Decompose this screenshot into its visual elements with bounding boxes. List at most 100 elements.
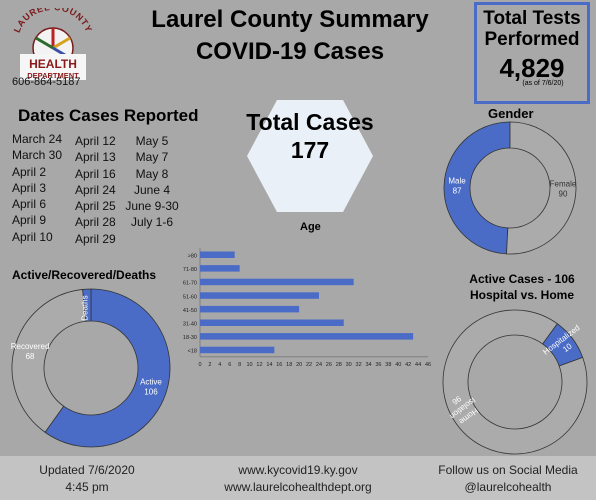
- age-category-label: >80: [188, 254, 197, 260]
- phone-number: 606-864-5187: [12, 76, 81, 88]
- age-tick-label: 40: [395, 362, 401, 368]
- active-title: Active Cases - 106 Hospital vs. Home: [448, 271, 596, 303]
- title-line-2: COVID-19 Cases: [195, 38, 385, 65]
- total-cases-value: 177: [290, 137, 330, 163]
- date-item: April 13: [75, 150, 116, 165]
- date-item: June 9-30: [125, 199, 179, 214]
- date-item: April 28: [75, 215, 116, 230]
- updated-date: Updated 7/6/2020: [39, 463, 135, 477]
- age-tick-label: 34: [365, 362, 371, 368]
- total-tests-title-line-2: Performed: [484, 29, 580, 50]
- age-bar: [200, 333, 414, 340]
- age-tick-label: 12: [256, 362, 262, 368]
- social-handle-link[interactable]: @laurelcohealth: [464, 480, 552, 494]
- age-tick-label: 26: [326, 362, 332, 368]
- age-tick-label: 14: [266, 362, 272, 368]
- date-item: April 16: [75, 166, 116, 181]
- age-bar: [200, 305, 300, 313]
- logo-department-text: DEPARTMENT: [27, 71, 79, 80]
- age-bar: [200, 346, 275, 354]
- age-category-label: <18: [188, 349, 197, 355]
- age-tick-label: 24: [316, 362, 322, 368]
- date-item: April 10: [12, 229, 53, 244]
- age-tick-label: 42: [405, 362, 411, 368]
- dates-column-1: March 24 March 30 April 2 April 3 April 6 Apr…: [12, 131, 76, 245]
- logo-health-text: HEALTH: [29, 57, 77, 71]
- age-tick-label: 20: [296, 362, 302, 368]
- total-tests-value: 4,829: [499, 53, 565, 83]
- age-tick-label: 30: [346, 362, 352, 368]
- date-item: April 24: [75, 182, 116, 197]
- date-item: March 30: [12, 148, 63, 163]
- age-tick-label: 44: [415, 362, 421, 368]
- date-item: July 1-6: [130, 215, 174, 230]
- age-tick-label: 10: [247, 362, 253, 368]
- date-item: May 7: [135, 150, 169, 165]
- gender-label-female: Female 90: [550, 179, 577, 198]
- age-tick-label: 6: [228, 362, 231, 368]
- updated-time: 4:45 pm: [65, 480, 109, 494]
- age-tick-label: 16: [276, 362, 282, 368]
- social-text: Follow us on Social Media: [438, 463, 578, 477]
- date-item: April 25: [75, 199, 116, 214]
- age-bar: [200, 265, 240, 272]
- age-tick-label: 22: [306, 362, 312, 368]
- health-department-logo: LAUREL COUNTY HEALTH DEPARTMENT: [12, 8, 93, 80]
- age-tick-label: 2: [208, 362, 211, 368]
- gender-label-male: Male 87: [448, 177, 466, 196]
- home-isolation-slice: [442, 309, 588, 455]
- total-cases-label: Total Cases 177: [245, 108, 375, 164]
- title-line-1: Laurel County Summary: [151, 6, 429, 33]
- outcome-chart: Active 106 Recovered 68 Deaths: [11, 288, 171, 448]
- date-item: May 5: [135, 134, 169, 148]
- age-bar: [200, 251, 235, 258]
- age-tick-label: 46: [425, 362, 431, 368]
- age-category-label: 18-30: [183, 335, 197, 341]
- outcome-title: Active/Recovered/Deaths: [12, 268, 157, 282]
- date-item: March 24: [12, 132, 63, 146]
- total-tests-title-line-1: Total Tests: [483, 8, 581, 29]
- dates-title: Dates Cases Reported: [18, 106, 199, 125]
- age-tick-label: 8: [238, 362, 241, 368]
- outcome-label-deaths: Deaths: [81, 295, 90, 320]
- date-item: June 4: [133, 182, 171, 197]
- age-tick-label: 38: [385, 362, 391, 368]
- recovered-slice: [11, 289, 87, 433]
- health-dept-link[interactable]: www.laurelcohealthdept.org: [224, 480, 372, 494]
- age-bar: [200, 278, 354, 286]
- age-tick-label: 0: [198, 362, 201, 368]
- date-item: April 2: [12, 164, 47, 179]
- hospitalized-slice: [542, 323, 584, 367]
- footer: Updated 7/6/2020 4:45 pm www.kycovid19.k…: [0, 456, 596, 500]
- kycovid-link[interactable]: www.kycovid19.ky.gov: [238, 463, 358, 477]
- age-category-label: 41-50: [183, 308, 197, 314]
- age-category-label: 31-40: [183, 322, 197, 328]
- date-item: April 9: [12, 213, 47, 228]
- dates-column-2: April 12 April 13 April 16 April 24 April 25…: [75, 133, 127, 247]
- footer-updated: Updated 7/6/2020 4:45 pm: [22, 462, 152, 496]
- footer-websites: www.kycovid19.ky.gov www.laurelcohealthd…: [198, 462, 398, 496]
- outcome-label-recovered: Recovered 68: [11, 342, 50, 361]
- age-tick-label: 32: [356, 362, 362, 368]
- age-category-label: 61-70: [183, 281, 197, 287]
- age-category-label: 51-60: [183, 294, 197, 300]
- male-slice: [443, 121, 511, 255]
- gender-chart: Male 87 Female 90: [443, 121, 577, 255]
- age-tick-label: 18: [286, 362, 292, 368]
- age-bar: [200, 292, 319, 299]
- footer-social: Follow us on Social Media @laurelcohealt…: [426, 462, 590, 496]
- total-tests-box: Total Tests Performed 4,829 (as of 7/6/2…: [474, 2, 590, 104]
- date-item: May 8: [135, 166, 169, 181]
- active-title-line-2: Hospital vs. Home: [469, 288, 575, 302]
- dates-column-3: May 5 May 7 May 8 June 4 June 9-30 July 1-6: [122, 133, 182, 231]
- date-item: April 3: [12, 180, 47, 195]
- age-tick-label: 4: [218, 362, 221, 368]
- page-title: Laurel County Summary COVID-19 Cases: [120, 4, 460, 68]
- active-slice: [44, 288, 171, 448]
- total-cases-text: Total Cases: [246, 109, 374, 135]
- age-bar: [200, 319, 344, 326]
- date-item: April 6: [12, 197, 47, 212]
- total-cases-hexagon: [247, 100, 373, 212]
- age-tick-label: 36: [375, 362, 381, 368]
